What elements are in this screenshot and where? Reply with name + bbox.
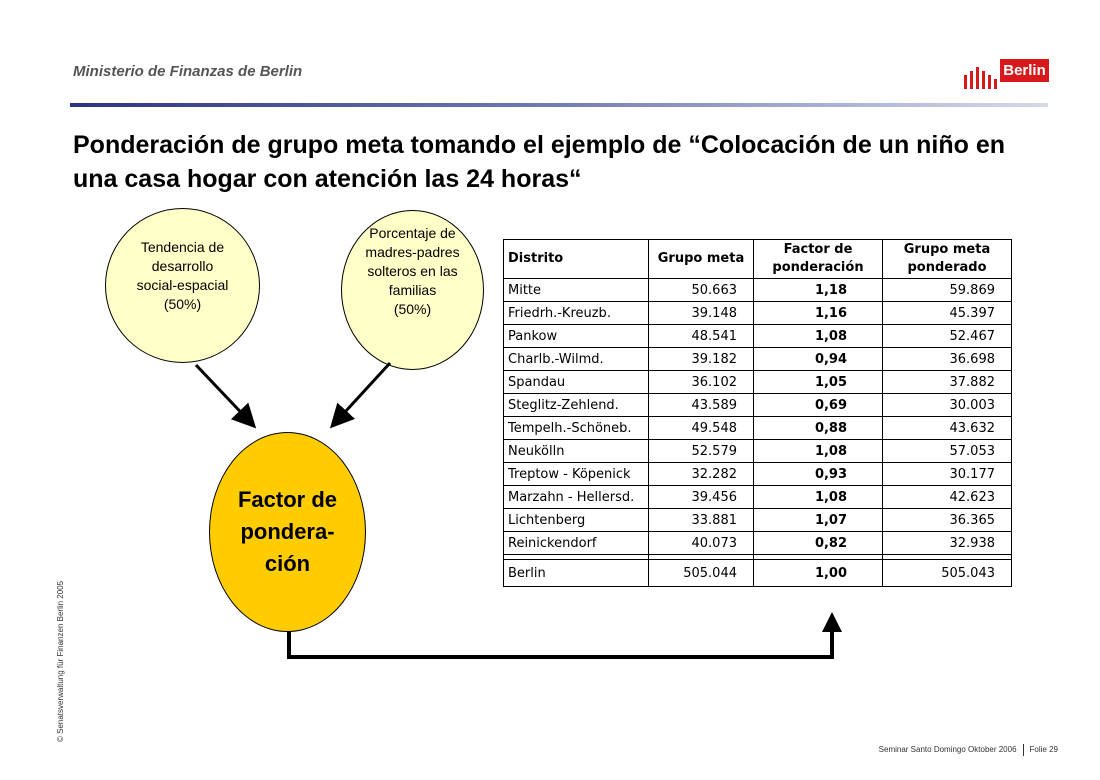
logo-wordmark: Berlin (1000, 59, 1049, 82)
header-target-group: Grupo meta (648, 239, 754, 279)
cell-weighted: 30.003 (882, 393, 1012, 417)
cell-district: Friedrh.-Kreuzb. (503, 301, 649, 325)
header-divider (70, 103, 1048, 107)
right-arrow (329, 361, 392, 429)
header-district: Distrito (503, 239, 649, 279)
cell-district: Berlin (503, 559, 649, 587)
trend-bubble: Tendencia de desarrollo social-espacial … (105, 208, 260, 363)
table-row: Lichtenberg 33.881 1,07 36.365 (503, 508, 1012, 532)
cell-factor: 1,08 (753, 439, 883, 463)
cell-target-group: 36.102 (648, 370, 754, 394)
header-weighting-factor: Factor de ponderación (753, 239, 883, 279)
copyright-note: © Senatsverwaltung für Finanzen Berlin 2… (56, 580, 65, 742)
cell-weighted: 57.053 (882, 439, 1012, 463)
cell-district: Neukölln (503, 439, 649, 463)
cell-factor: 0,69 (753, 393, 883, 417)
header-weighted-line1: Grupo meta (903, 242, 991, 257)
cell-district: Pankow (503, 324, 649, 348)
footer-seminar: Seminar Santo Domingo Oktober 2006 (878, 745, 1017, 755)
cell-factor: 0,94 (753, 347, 883, 371)
result-connector-arrow (287, 605, 842, 659)
single-parents-bubble: Porcentaje de madres-padres solteros en … (341, 210, 484, 370)
cell-target-group: 39.456 (648, 485, 754, 509)
cell-target-group: 50.663 (648, 278, 754, 302)
cell-target-group: 39.182 (648, 347, 754, 371)
header-weighting-factor-line1: Factor de (783, 242, 853, 257)
cell-target-group: 49.548 (648, 416, 754, 440)
cell-weighted: 59.869 (882, 278, 1012, 302)
cell-factor: 0,82 (753, 531, 883, 555)
cell-factor: 0,88 (753, 416, 883, 440)
cell-district: Spandau (503, 370, 649, 394)
footer-slide-number: Folie 29 (1029, 745, 1058, 755)
table-row: Pankow 48.541 1,08 52.467 (503, 324, 1012, 348)
cell-factor: 1,08 (753, 485, 883, 509)
cell-district: Lichtenberg (503, 508, 649, 532)
cell-target-group: 505.044 (648, 559, 754, 587)
cell-weighted: 52.467 (882, 324, 1012, 348)
weighting-factor-circle: Factor de pondera- ción (209, 432, 366, 632)
cell-target-group: 39.148 (648, 301, 754, 325)
header-weighted-target-group: Grupo meta ponderado (882, 239, 1012, 279)
table-row: Tempelh.-Schöneb. 49.548 0,88 43.632 (503, 416, 1012, 440)
cell-weighted: 30.177 (882, 462, 1012, 486)
table-row: Neukölln 52.579 1,08 57.053 (503, 439, 1012, 463)
table-row: Marzahn - Hellersd. 39.456 1,08 42.623 (503, 485, 1012, 509)
cell-target-group: 40.073 (648, 531, 754, 555)
cell-weighted: 43.632 (882, 416, 1012, 440)
cell-factor: 1,16 (753, 301, 883, 325)
district-weighting-table: Distrito Grupo meta Factor de ponderació… (503, 239, 1012, 587)
header-weighting-factor-line2: ponderación (772, 260, 864, 275)
cell-weighted: 505.043 (882, 559, 1012, 587)
cell-district: Reinickendorf (503, 531, 649, 555)
footer-separator (1022, 744, 1024, 756)
footer: Seminar Santo Domingo Oktober 2006 Folie … (879, 744, 1058, 756)
table-row: Friedrh.-Kreuzb. 39.148 1,16 45.397 (503, 301, 1012, 325)
slide-title: Ponderación de grupo meta tomando el eje… (73, 131, 1006, 193)
cell-district: Mitte (503, 278, 649, 302)
table-row: Spandau 36.102 1,05 37.882 (503, 370, 1012, 394)
cell-weighted: 36.698 (882, 347, 1012, 371)
cell-weighted: 36.365 (882, 508, 1012, 532)
table-row: Mitte 50.663 1,18 59.869 (503, 278, 1012, 302)
header-weighted-line2: ponderado (907, 260, 987, 275)
cell-weighted: 42.623 (882, 485, 1012, 509)
cell-target-group: 52.579 (648, 439, 754, 463)
berlin-logo: Berlin (962, 59, 1050, 89)
cell-factor: 1,18 (753, 278, 883, 302)
cell-target-group: 43.589 (648, 393, 754, 417)
cell-district: Treptow - Köpenick (503, 462, 649, 486)
table-row: Steglitz-Zehlend. 43.589 0,69 30.003 (503, 393, 1012, 417)
cell-target-group: 32.282 (648, 462, 754, 486)
cell-factor: 1,07 (753, 508, 883, 532)
bear-bars-icon (962, 65, 1000, 89)
cell-district: Marzahn - Hellersd. (503, 485, 649, 509)
cell-district: Tempelh.-Schöneb. (503, 416, 649, 440)
cell-factor: 1,00 (753, 559, 883, 587)
table-total-row: Berlin 505.044 1,00 505.043 (503, 559, 1012, 587)
table-row: Charlb.-Wilmd. 39.182 0,94 36.698 (503, 347, 1012, 371)
cell-factor: 0,93 (753, 462, 883, 486)
cell-factor: 1,08 (753, 324, 883, 348)
cell-weighted: 45.397 (882, 301, 1012, 325)
left-arrow (194, 363, 257, 429)
table-row: Reinickendorf 40.073 0,82 32.938 (503, 531, 1012, 555)
table-header-row: Distrito Grupo meta Factor de ponderació… (503, 239, 1012, 279)
cell-district: Charlb.-Wilmd. (503, 347, 649, 371)
cell-weighted: 32.938 (882, 531, 1012, 555)
cell-target-group: 48.541 (648, 324, 754, 348)
cell-district: Steglitz-Zehlend. (503, 393, 649, 417)
table-row: Treptow - Köpenick 32.282 0,93 30.177 (503, 462, 1012, 486)
ministry-title: Ministerio de Finanzas de Berlin (73, 63, 303, 80)
cell-weighted: 37.882 (882, 370, 1012, 394)
cell-factor: 1,05 (753, 370, 883, 394)
cell-target-group: 33.881 (648, 508, 754, 532)
